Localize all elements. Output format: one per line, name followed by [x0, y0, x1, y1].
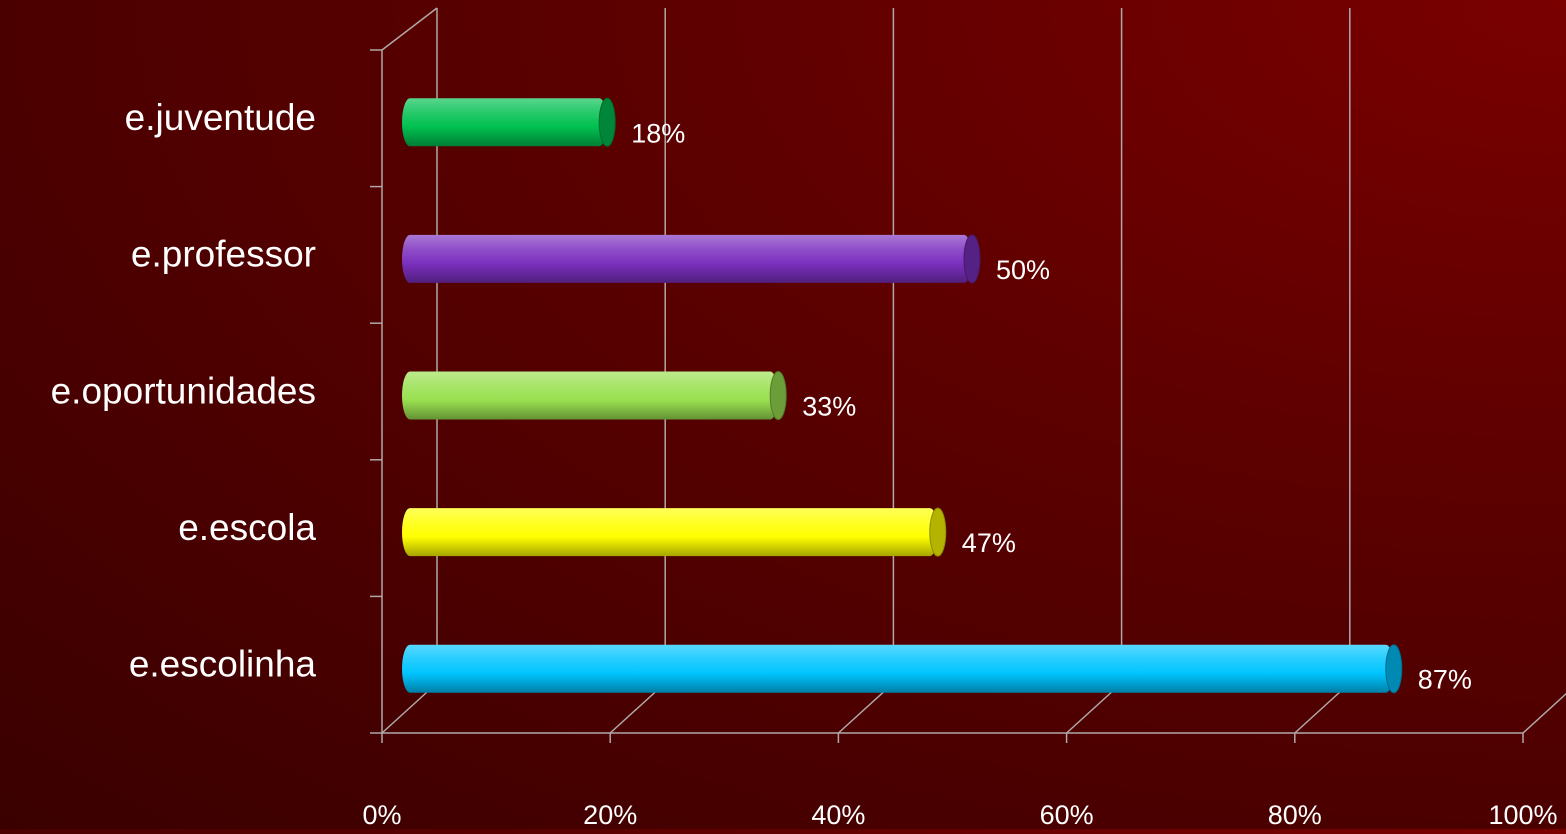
x-tick-label: 40%	[811, 800, 865, 829]
bar-end-cap	[598, 97, 616, 147]
bar-body	[402, 371, 779, 420]
axes	[370, 7, 1524, 743]
data-label: 50%	[996, 255, 1050, 285]
labels: 0% 20% 40% 60% 80% 100% 18% e.juventude 50% e.pro…	[51, 97, 1558, 830]
x-tick-label: 0%	[362, 800, 401, 829]
bar-e.escolinha	[402, 644, 1403, 694]
x-tick-label: 100%	[1488, 800, 1557, 829]
gridlines	[381, 8, 1566, 734]
category-label: e.escolinha	[129, 643, 317, 684]
data-label: 18%	[631, 118, 685, 148]
bar-body	[402, 234, 972, 283]
bar-body	[402, 98, 608, 147]
bar-end-cap	[929, 507, 947, 557]
category-label: e.professor	[131, 234, 316, 275]
x-tick-label: 80%	[1268, 800, 1322, 829]
bar-end-cap	[769, 371, 787, 420]
category-label: e.juventude	[125, 97, 316, 138]
bar-body	[402, 508, 938, 557]
bar-e.professor	[402, 234, 981, 284]
bar-end-cap	[1385, 644, 1403, 694]
x-tick-label: 20%	[583, 800, 637, 829]
bar-end-cap	[963, 234, 981, 284]
bar-body	[402, 644, 1394, 693]
left-wall-top-edge	[381, 7, 438, 51]
bar-e.juventude	[402, 97, 616, 147]
data-label: 33%	[802, 392, 856, 422]
bar-e.oportunidades	[402, 371, 787, 420]
bar-e.escola	[402, 507, 947, 557]
category-label: e.escola	[178, 507, 316, 548]
gridline-floor	[1522, 692, 1566, 734]
bars	[402, 97, 1403, 694]
category-label: e.oportunidades	[51, 370, 316, 411]
data-label: 47%	[962, 528, 1016, 558]
x-tick-label: 60%	[1040, 800, 1094, 829]
data-label: 87%	[1418, 665, 1472, 695]
